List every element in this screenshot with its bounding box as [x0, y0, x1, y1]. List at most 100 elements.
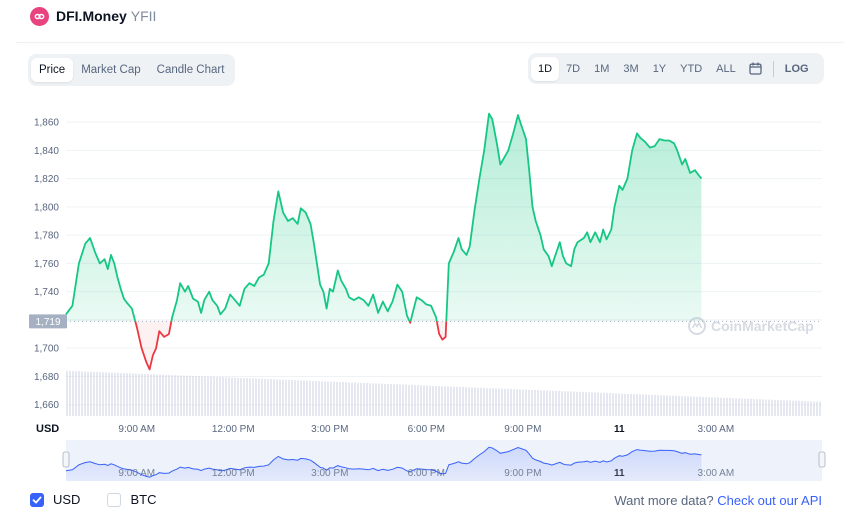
volume-bar: [267, 379, 269, 416]
volume-bar: [537, 390, 539, 416]
volume-bar: [306, 380, 308, 416]
usd-checkbox[interactable]: [30, 492, 44, 507]
volume-bar: [201, 376, 203, 416]
volume-bar: [99, 372, 101, 416]
volume-bar: [420, 385, 422, 416]
btc-checkbox[interactable]: [107, 492, 122, 507]
range-navigator[interactable]: 9:00 AM 12:00 PM 3:00 PM 6:00 PM 9:00 PM 11 3:…: [62, 440, 826, 481]
volume-bar: [618, 393, 620, 416]
volume-bar: [684, 396, 686, 416]
volume-bar: [447, 386, 449, 416]
y-tick-label: 1,860: [34, 118, 59, 129]
volume-bar: [120, 373, 122, 416]
volume-bar: [192, 375, 194, 416]
volume-bar: [615, 393, 617, 416]
volume-bar: [261, 378, 263, 416]
baseline-price-tag: 1,719: [29, 314, 67, 329]
volume-bar: [375, 383, 377, 416]
volume-bar: [342, 382, 344, 416]
navigator-right-handle[interactable]: [818, 451, 826, 468]
volume-bar: [159, 374, 161, 416]
navigator-line: [65, 446, 702, 478]
navigator-labels: 9:00 AM 12:00 PM 3:00 PM 6:00 PM 9:00 PM 11 3:…: [118, 468, 734, 479]
tab-candle-chart[interactable]: Candle Chart: [156, 64, 225, 76]
volume-bar: [546, 390, 548, 416]
volume-bar: [789, 400, 791, 416]
volume-bar: [762, 399, 764, 416]
calendar-icon[interactable]: [743, 58, 769, 80]
volume-bar: [627, 393, 629, 416]
volume-bar: [381, 383, 383, 416]
volume-bar: [204, 376, 206, 416]
range-1m[interactable]: 1M: [594, 62, 610, 75]
volume-bar: [801, 401, 803, 416]
volume-bar: [621, 393, 623, 416]
volume-bar: [681, 396, 683, 416]
volume-bar: [531, 389, 533, 416]
volume-bar: [753, 399, 755, 416]
volume-bar: [441, 386, 443, 416]
volume-bar: [150, 374, 152, 416]
volume-bar: [732, 398, 734, 416]
range-7d[interactable]: 7D: [566, 62, 581, 75]
volume-bar: [480, 387, 482, 416]
volume-bar: [543, 390, 545, 416]
volume-bar: [708, 397, 710, 416]
navigator-tick-label: 12:00 PM: [212, 468, 255, 479]
price-area-up: [66, 113, 702, 322]
volume-bar: [348, 382, 350, 416]
volume-bar: [384, 383, 386, 416]
volume-bar: [630, 393, 632, 416]
volume-bar: [228, 377, 230, 416]
volume-bar: [117, 372, 119, 416]
volume-bar: [405, 384, 407, 416]
x-tick-label: 12:00 PM: [212, 424, 255, 435]
volume-bar: [747, 398, 749, 416]
volume-bar: [717, 397, 719, 416]
range-1y[interactable]: 1Y: [652, 62, 667, 75]
navigator-tick-label: 11: [614, 468, 625, 479]
volume-bar: [642, 394, 644, 416]
volume-bar: [477, 387, 479, 416]
volume-bar: [174, 375, 176, 416]
volume-bar: [549, 390, 551, 416]
volume-bar: [75, 371, 77, 416]
volume-bar: [126, 373, 128, 416]
volume-bar: [525, 389, 527, 416]
range-1d[interactable]: 1D: [531, 56, 560, 81]
navigator-tick-label: 6:00 PM: [408, 468, 445, 479]
volume-bar: [609, 393, 611, 416]
volume-bar: [507, 388, 509, 416]
volume-bar: [594, 392, 596, 416]
volume-bar: [510, 389, 512, 416]
volume-bar: [279, 379, 281, 416]
volume-bar: [390, 384, 392, 416]
volume-bar: [138, 373, 140, 416]
tab-market-cap[interactable]: Market Cap: [81, 64, 141, 76]
volume-bar: [183, 375, 185, 416]
log-toggle-button[interactable]: LOG: [784, 62, 809, 75]
volume-bar: [435, 385, 437, 416]
range-3m[interactable]: 3M: [623, 62, 639, 75]
volume-bar: [636, 394, 638, 416]
volume-bar: [714, 397, 716, 416]
volume-bar: [219, 377, 221, 416]
y-tick-label: 1,780: [34, 231, 59, 242]
volume-bar: [591, 392, 593, 416]
volume-bar: [705, 397, 707, 416]
range-ytd[interactable]: YTD: [680, 62, 703, 75]
volume-bar: [570, 391, 572, 416]
coin-symbol: YFII: [130, 8, 157, 24]
navigator-left-handle[interactable]: [62, 451, 70, 468]
api-link[interactable]: Check out our API: [717, 493, 822, 508]
volume-bar: [312, 380, 314, 416]
volume-bar: [750, 398, 752, 416]
volume-bar: [759, 399, 761, 416]
btc-label: BTC: [130, 492, 157, 507]
volume-bar: [696, 396, 698, 416]
tab-price[interactable]: Price: [31, 58, 74, 82]
range-all[interactable]: ALL: [716, 62, 736, 75]
navigator-area: [66, 447, 702, 481]
volume-bar: [432, 385, 434, 416]
volume-bar: [798, 400, 800, 416]
